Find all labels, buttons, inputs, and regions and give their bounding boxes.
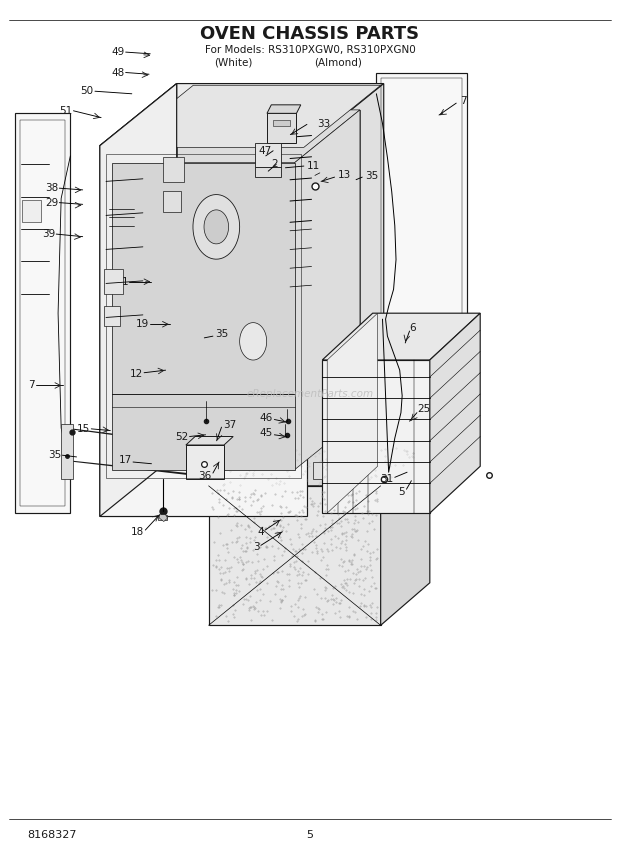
Text: (Almond): (Almond) [314, 57, 361, 68]
Text: 38: 38 [45, 183, 58, 193]
Text: 1: 1 [122, 276, 128, 287]
Polygon shape [430, 313, 480, 513]
Text: (White): (White) [214, 57, 252, 68]
Polygon shape [61, 424, 73, 479]
Text: 11: 11 [307, 161, 320, 171]
Text: 12: 12 [130, 369, 143, 378]
Text: 35: 35 [48, 450, 61, 461]
Text: 50: 50 [81, 86, 94, 96]
Polygon shape [158, 514, 167, 520]
Polygon shape [208, 443, 430, 486]
Polygon shape [162, 157, 184, 182]
Text: 3: 3 [253, 542, 260, 552]
Polygon shape [193, 194, 240, 259]
Polygon shape [117, 86, 381, 147]
Polygon shape [112, 110, 177, 470]
Text: 35: 35 [215, 330, 229, 340]
Text: 48: 48 [111, 68, 125, 78]
Polygon shape [204, 210, 229, 244]
Polygon shape [294, 110, 360, 470]
Polygon shape [267, 113, 296, 143]
Polygon shape [177, 110, 360, 417]
Polygon shape [162, 191, 181, 211]
Polygon shape [64, 428, 200, 445]
Polygon shape [100, 84, 177, 516]
Text: 35: 35 [365, 171, 379, 181]
Text: 13: 13 [338, 169, 351, 180]
Polygon shape [208, 486, 381, 625]
Text: 36: 36 [198, 471, 211, 480]
Polygon shape [322, 313, 480, 360]
Polygon shape [64, 461, 200, 475]
Text: 18: 18 [131, 526, 144, 537]
Text: 19: 19 [136, 319, 149, 330]
Polygon shape [112, 110, 360, 163]
Polygon shape [22, 200, 41, 223]
Polygon shape [307, 84, 384, 516]
Polygon shape [273, 120, 290, 126]
Text: 52: 52 [175, 431, 188, 442]
Text: eReplacementParts.com: eReplacementParts.com [246, 389, 374, 399]
Text: 8168327: 8168327 [27, 829, 77, 840]
Polygon shape [177, 84, 384, 455]
Text: 46: 46 [260, 413, 273, 423]
Polygon shape [100, 146, 307, 516]
Polygon shape [255, 167, 280, 177]
Text: OVEN CHASSIS PARTS: OVEN CHASSIS PARTS [200, 25, 420, 44]
Text: 4: 4 [257, 526, 264, 537]
Polygon shape [376, 73, 467, 330]
Polygon shape [322, 360, 430, 513]
Text: 37: 37 [223, 419, 236, 430]
Text: For Models: RS310PXGW0, RS310PXGN0: For Models: RS310PXGW0, RS310PXGN0 [205, 45, 415, 55]
Polygon shape [255, 143, 280, 167]
Polygon shape [186, 437, 233, 445]
Polygon shape [267, 104, 301, 113]
Polygon shape [104, 269, 123, 294]
Polygon shape [112, 163, 294, 470]
Polygon shape [327, 313, 378, 513]
Text: 2: 2 [271, 159, 277, 169]
Polygon shape [15, 113, 70, 513]
Polygon shape [240, 323, 267, 360]
Text: 33: 33 [317, 118, 330, 128]
Polygon shape [186, 445, 224, 479]
Text: 49: 49 [111, 47, 125, 57]
Polygon shape [100, 84, 177, 516]
Text: 29: 29 [45, 198, 58, 208]
Polygon shape [313, 462, 322, 479]
Text: 17: 17 [118, 455, 132, 466]
Polygon shape [159, 514, 167, 521]
Text: 31: 31 [380, 474, 394, 484]
Text: 45: 45 [260, 428, 273, 438]
Text: 51: 51 [59, 106, 72, 116]
Text: 39: 39 [42, 229, 55, 239]
Text: 7: 7 [28, 380, 35, 390]
Polygon shape [100, 455, 384, 516]
Text: 5: 5 [306, 829, 314, 840]
Text: 47: 47 [259, 146, 272, 156]
Text: 25: 25 [417, 404, 430, 414]
Text: 7: 7 [461, 96, 467, 105]
Text: 5: 5 [399, 487, 405, 496]
Text: 15: 15 [77, 424, 90, 434]
Polygon shape [104, 306, 120, 326]
Polygon shape [100, 84, 384, 146]
Text: 6: 6 [410, 323, 416, 333]
Polygon shape [381, 443, 430, 625]
